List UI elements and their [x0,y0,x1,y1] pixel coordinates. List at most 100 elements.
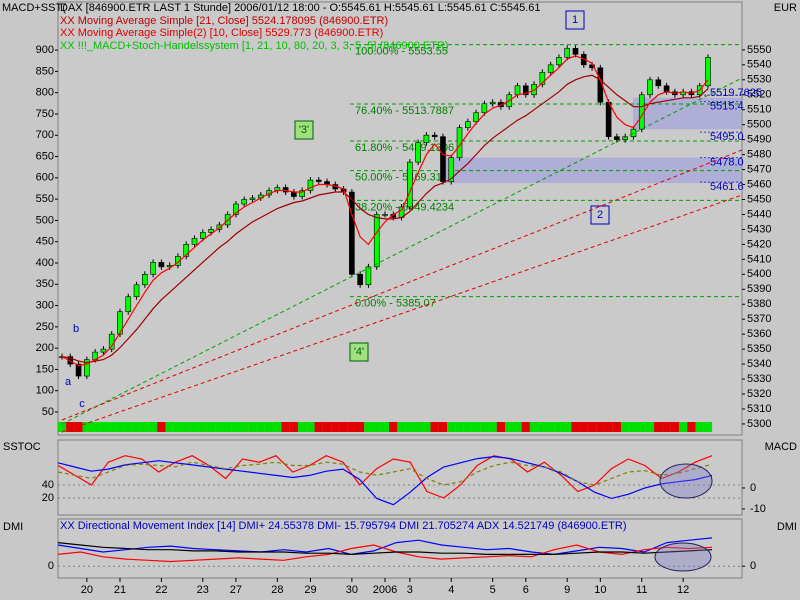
signal-cell [115,422,125,432]
signal-cell [223,422,232,432]
x-tick-label: 22 [155,584,167,596]
candle [572,48,579,55]
signal-cell [579,422,588,432]
signal-cell [173,422,183,432]
price-label: 5515.4 [710,101,744,113]
signal-cell [231,422,241,432]
y2-tick-label: 150 [36,363,54,375]
signal-cell [563,422,572,432]
candle [382,214,388,216]
signal-cell [148,422,158,432]
y-tick-label: 5390 [747,283,771,295]
y-tick-label: 5430 [747,223,771,235]
candle [655,79,662,87]
signal-cell [422,422,431,432]
candle [647,79,653,96]
signal-cell [670,422,679,432]
y2-tick-label: 200 [36,342,54,354]
signal-cell [74,422,83,432]
y-tick-label: 40 [42,479,54,491]
legend-entry: XX Moving Average Simple(2) [10, Close] … [60,27,383,39]
candle [249,197,256,200]
candle [589,64,595,69]
signal-cell [281,422,290,432]
chart-title: DAX [846900.ETR LAST 1 Stunde] 2006/01/1… [60,2,540,14]
y2-tick-label: 350 [36,278,54,290]
signal-cell [480,422,489,432]
plot-layer: 5300531053205330534053505360537053805390… [36,10,771,596]
candle [241,199,248,205]
signal-cell [190,422,199,432]
signal-cell [107,422,116,432]
trend-line [61,77,743,425]
signal-cell [513,422,522,432]
candle [663,85,670,93]
signal-cell [529,422,539,432]
signal-cell [380,422,390,432]
signal-cell [430,422,439,432]
signal-cell [546,422,555,432]
y2-tick-label: 550 [36,193,54,205]
legend-entry: XX Moving Average Simple [21, Close] 552… [60,15,388,27]
candle [556,57,562,66]
price-label: 5495.0 [710,131,744,143]
candle [75,363,82,377]
annotation: c [79,398,85,410]
signal-cell [182,422,191,432]
signal-cell [389,422,398,432]
main-panel [57,1,743,436]
y-tick-label: 5520 [747,89,771,101]
y2-tick-label: 800 [36,87,54,99]
signal-cell [289,422,298,432]
candle [365,266,372,286]
series-line [61,55,709,367]
x-tick-label: 21 [114,584,126,596]
candle [191,238,198,245]
y-tick-label: 5300 [747,418,771,430]
price-label: 5519.7625 [710,87,762,99]
candle [448,157,455,182]
annotation: 2 [597,209,603,221]
x-tick-label: 27 [230,584,242,596]
candle [117,311,123,335]
signal-cell [264,422,274,432]
candle [233,203,239,215]
signal-cell [273,422,282,432]
y2-tick-label: 650 [36,150,54,162]
candle [175,256,181,266]
candle [142,274,148,286]
y-tick-label: 5320 [747,388,771,400]
fib-label: 38.20% - 5449.4234 [355,201,454,213]
panel-label: SSTOC [3,441,41,453]
annotation: b [73,323,79,335]
candle [630,128,637,137]
y2-tick-label: 500 [36,214,54,226]
y2-tick-label: 50 [42,406,54,418]
signal-cell [438,422,448,432]
y2-tick-label: 450 [36,236,54,248]
y2-tick-label: 0 [750,560,756,572]
x-tick-label: 10 [594,584,606,596]
candle [199,232,206,239]
candle [514,85,521,96]
signal-cell [654,422,663,432]
signal-cell [587,422,597,432]
annotation-box [590,205,610,225]
signal-cell [405,422,414,432]
annotation-box [565,10,585,30]
signal-cell [206,422,216,432]
candle [357,274,363,286]
signal-cell [496,422,506,432]
y-tick-label: 5330 [747,373,771,385]
candle [373,214,380,268]
signal-cell [604,422,613,432]
candle [349,191,355,275]
fib-label: 0.00% - 5385.07 [355,298,436,310]
signal-cell [695,422,704,432]
y-tick-label: 5440 [747,208,771,220]
price-label: 5478.0 [710,157,744,169]
candle [522,85,529,96]
candle [150,262,156,275]
panel-label: DMI [777,521,797,533]
